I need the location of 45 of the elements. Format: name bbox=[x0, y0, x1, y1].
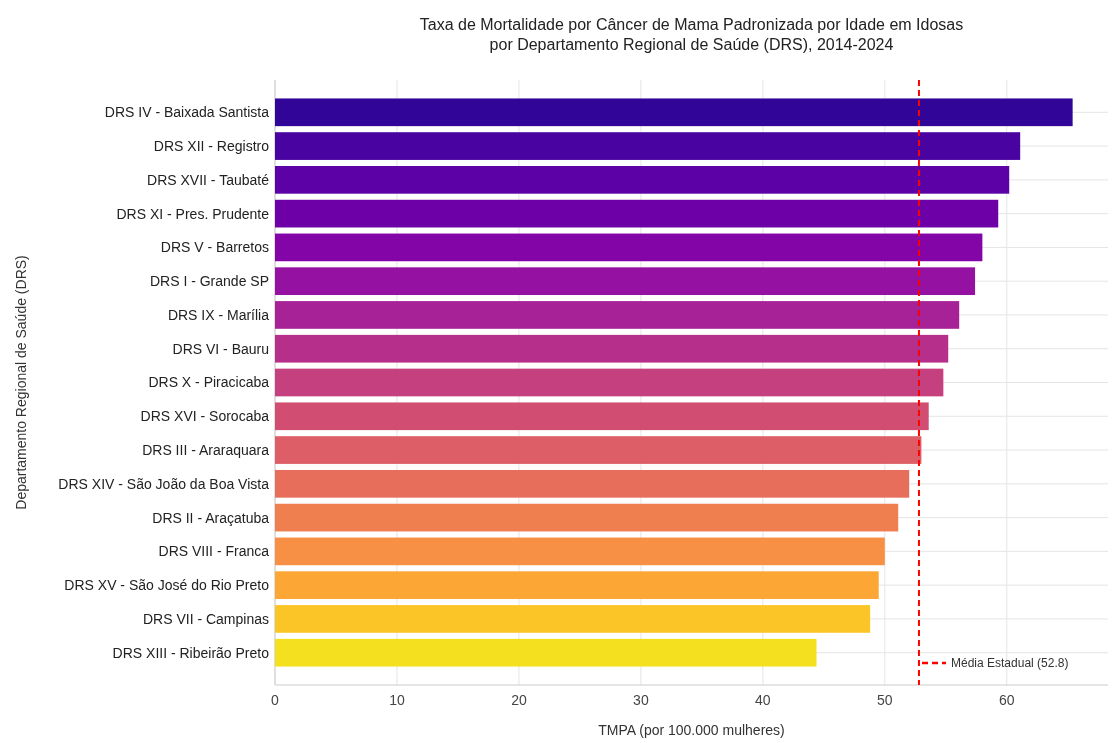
chart-title: Taxa de Mortalidade por Câncer de Mama Padronizada por Idade em Idosas por Departamento Regional de Saúde (DRS), 2014-2024 bbox=[419, 16, 964, 53]
x-tick-label: 30 bbox=[633, 692, 649, 708]
bar bbox=[275, 638, 817, 667]
bar bbox=[275, 166, 1010, 194]
y-tick-label: DRS V - Barretos bbox=[160, 239, 269, 256]
y-tick-label: DRS III - Araraquara bbox=[142, 441, 270, 458]
bar bbox=[275, 98, 1073, 127]
bar bbox=[275, 605, 871, 633]
bar bbox=[275, 132, 1021, 160]
x-tick-label: 0 bbox=[271, 692, 280, 708]
x-tick-label: 50 bbox=[877, 692, 893, 708]
y-tick-label: DRS VI - Bauru bbox=[172, 340, 269, 357]
bar bbox=[275, 233, 983, 262]
x-axis-title: TMPA (por 100.000 mulheres) bbox=[598, 722, 785, 738]
bar bbox=[275, 301, 960, 329]
y-tick-label: DRS XII - Registro bbox=[153, 137, 270, 154]
bar bbox=[275, 469, 910, 498]
y-tick-label: DRS VIII - Franca bbox=[158, 543, 270, 560]
x-tick-label: 10 bbox=[389, 692, 405, 708]
y-tick-label: DRS IV - Baixada Santista bbox=[104, 104, 270, 121]
x-tick-label: 40 bbox=[755, 692, 771, 708]
y-tick-label: DRS II - Araçatuba bbox=[152, 509, 270, 526]
y-tick-label: DRS IX - Marília bbox=[167, 306, 270, 323]
bar bbox=[275, 267, 976, 296]
bar bbox=[275, 537, 885, 566]
y-tick-label: DRS XIII - Ribeirão Preto bbox=[112, 644, 270, 661]
y-tick-label: DRS XVII - Taubaté bbox=[147, 171, 270, 188]
y-tick-label: DRS XV - São José do Rio Preto bbox=[64, 577, 270, 594]
y-tick-label: DRS XVI - Sorocaba bbox=[140, 408, 270, 425]
x-tick-label: 60 bbox=[998, 692, 1015, 708]
y-tick-label: DRS XIV - São João da Boa Vista bbox=[58, 475, 270, 492]
y-tick-label: DRS VII - Campinas bbox=[142, 610, 269, 627]
ref-line-label: Média Estadual (52.8) bbox=[951, 656, 1069, 671]
bar bbox=[275, 436, 922, 464]
bar bbox=[275, 402, 929, 431]
bar bbox=[275, 503, 899, 532]
y-tick-label: DRS I - Grande SP bbox=[149, 273, 269, 290]
y-tick-label: DRS XI - Pres. Prudente bbox=[116, 205, 270, 222]
bar bbox=[275, 199, 999, 228]
y-axis-title: Departamento Regional de Saúde (DRS) bbox=[13, 255, 29, 510]
y-tick-label: DRS X - Piracicaba bbox=[148, 374, 270, 391]
bar bbox=[275, 368, 944, 397]
bar bbox=[275, 571, 879, 599]
x-tick-label: 20 bbox=[511, 692, 527, 708]
bar bbox=[275, 334, 949, 363]
